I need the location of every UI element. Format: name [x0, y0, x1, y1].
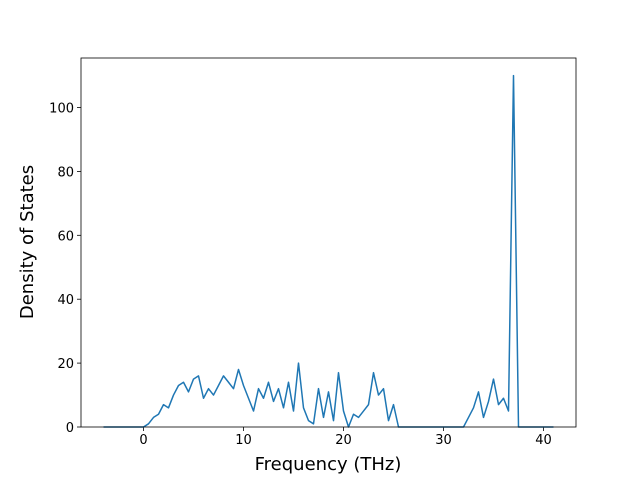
- y-axis-label: Density of States: [17, 165, 38, 319]
- axes-frame: [80, 57, 577, 428]
- data-line: [103, 74, 554, 428]
- y-tick-label: 100: [49, 102, 74, 117]
- y-tick-label: 60: [57, 229, 74, 244]
- x-tick-label: 10: [235, 433, 252, 448]
- x-axis-label: Frequency (THz): [255, 454, 402, 475]
- y-tick-label: 80: [57, 165, 74, 180]
- x-tick-label: 0: [139, 433, 147, 448]
- y-tick-label: 0: [66, 421, 74, 436]
- x-tick-label: 40: [535, 433, 552, 448]
- x-tick-label: 30: [435, 433, 452, 448]
- x-tick-label: 20: [335, 433, 352, 448]
- y-tick-label: 20: [57, 357, 74, 372]
- y-tick-label: 40: [57, 293, 74, 308]
